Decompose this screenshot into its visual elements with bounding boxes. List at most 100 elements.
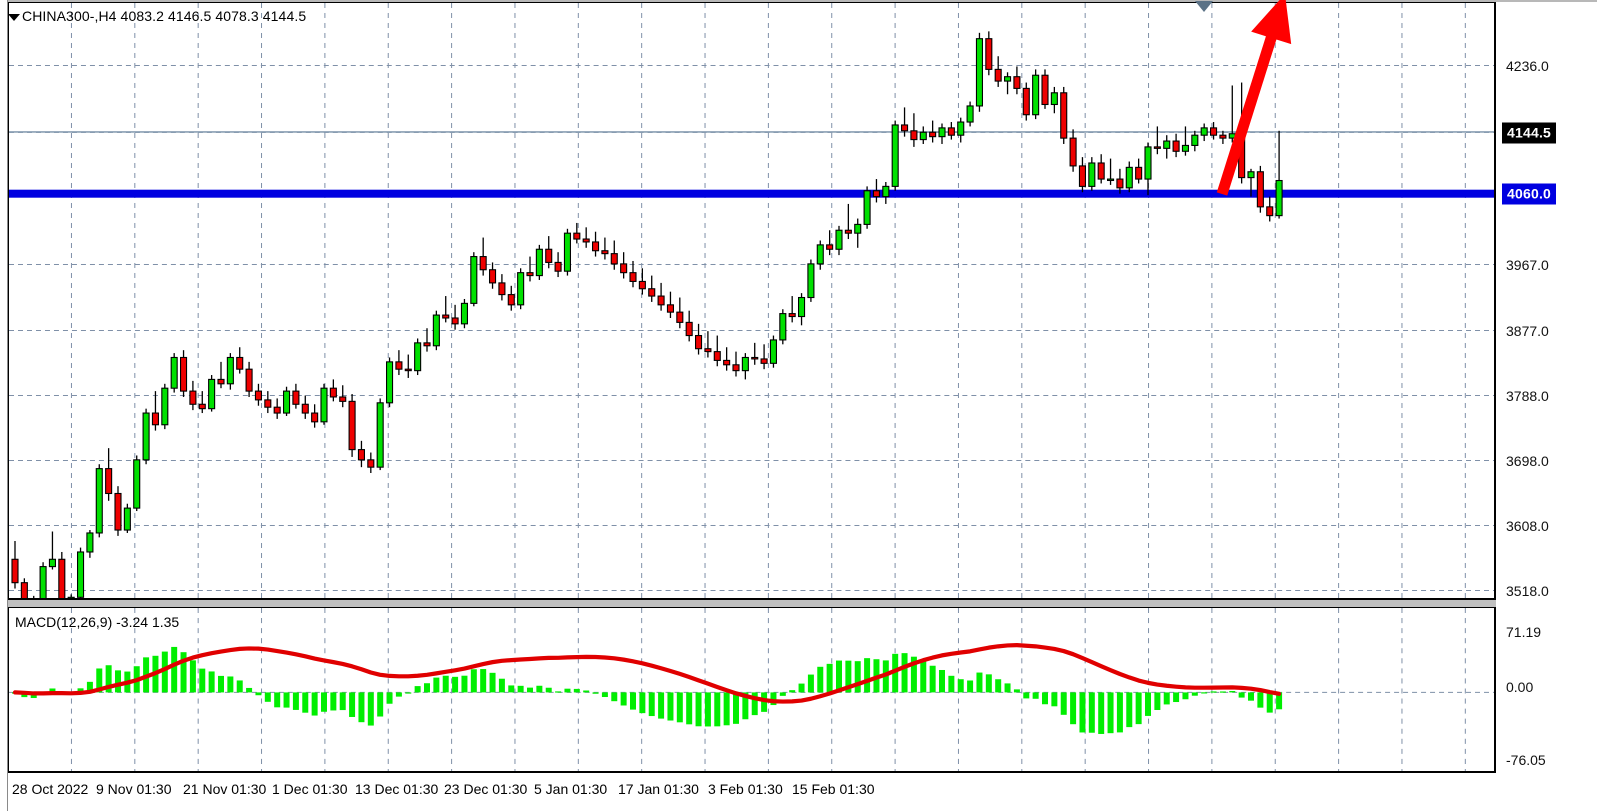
price-axis[interactable]: 4236.0 4144.5 4060.0 3967.0 3877.0 3788.0 3698… — [1500, 2, 1597, 599]
macd-histogram-bar — [227, 676, 234, 693]
candlestick — [835, 225, 843, 256]
candlestick — [67, 594, 75, 598]
candlestick — [1135, 158, 1143, 184]
macd-histogram-bar — [1079, 692, 1086, 733]
candlestick — [517, 268, 525, 310]
macd-histogram-bar — [311, 692, 318, 716]
macd-histogram-bar — [395, 692, 402, 697]
candlestick — [133, 455, 141, 512]
macd-histogram-bar — [1257, 692, 1264, 708]
macd-histogram-bar — [826, 663, 833, 693]
macd-histogram-bar — [1004, 683, 1011, 693]
macd-histogram-bar — [948, 675, 955, 693]
macd-histogram-bar — [733, 692, 739, 724]
candlestick — [863, 186, 871, 229]
macd-histogram-bar — [246, 687, 253, 693]
time-tick-label: 13 Dec 01:30 — [355, 781, 439, 797]
candlestick — [86, 530, 94, 558]
candlestick — [891, 120, 899, 191]
candlestick — [1144, 142, 1152, 196]
macd-histogram-bar — [611, 692, 618, 702]
macd-indicator-panel[interactable]: MACD(12,26,9) -3.24 1.35 — [8, 608, 1496, 772]
candlestick — [666, 291, 675, 318]
macd-histogram-bar — [583, 690, 590, 693]
candlestick — [245, 361, 253, 397]
macd-axis[interactable]: 71.19 0.00 -76.05 — [1500, 608, 1597, 772]
candlestick — [535, 244, 543, 280]
candlestick — [1256, 165, 1264, 213]
candlestick — [470, 252, 478, 307]
macd-histogram-bar — [1088, 692, 1095, 733]
candlestick — [264, 391, 272, 414]
macd-histogram-bar — [789, 690, 796, 693]
macd-histogram-bar — [86, 681, 93, 693]
candlestick — [1013, 66, 1021, 95]
macd-histogram-bar — [377, 692, 384, 717]
candlestick — [76, 547, 85, 598]
candlestick — [329, 379, 337, 402]
price-plot-area — [9, 3, 1494, 598]
macd-histogram-bar — [283, 692, 290, 708]
macd-histogram-bar — [1013, 689, 1020, 693]
price-chart-panel[interactable] — [8, 2, 1496, 599]
candlestick — [966, 101, 974, 127]
candlestick — [39, 562, 47, 598]
candlestick — [545, 236, 553, 269]
candlestick — [957, 117, 965, 143]
macd-histogram-bar — [648, 692, 655, 717]
time-tick-label: 5 Jan 01:30 — [534, 781, 608, 797]
triangle-down-icon[interactable] — [8, 14, 20, 21]
macd-histogram-bar — [274, 692, 281, 708]
time-tick-label: 21 Nov 01:30 — [183, 781, 267, 797]
candlestick — [1050, 86, 1058, 114]
time-tick-label: 17 Jan 01:30 — [618, 781, 699, 797]
candlestick — [563, 228, 572, 276]
macd-histogram-bar — [545, 687, 552, 693]
candlestick — [236, 347, 244, 374]
macd-histogram-bar — [489, 672, 496, 693]
candlestick — [1238, 82, 1246, 184]
macd-histogram-bar — [704, 692, 711, 727]
candlestick — [33, 595, 35, 598]
candlestick — [142, 408, 150, 465]
price-tick-label: 3788.0 — [1506, 388, 1549, 404]
candlestick — [105, 448, 113, 501]
macd-tick-label: 0.00 — [1506, 679, 1534, 695]
macd-histogram-bar — [1098, 692, 1105, 734]
macd-histogram-bar — [1238, 692, 1245, 698]
candlestick — [292, 383, 300, 409]
macd-histogram-bar — [1154, 692, 1161, 711]
candlestick — [488, 262, 497, 289]
macd-histogram-bar — [96, 668, 103, 693]
candlestick — [442, 296, 450, 323]
price-chart-header: CHINA300-,H4 4083.2 4146.5 4078.3 4144.5 — [22, 8, 307, 24]
candlestick — [217, 361, 225, 389]
macd-histogram-bar — [1107, 692, 1114, 734]
price-tick-label: 4236.0 — [1506, 58, 1549, 74]
candlestick — [179, 350, 188, 397]
candlestick — [713, 335, 721, 367]
macd-histogram-bar — [939, 669, 945, 693]
macd-histogram-bar — [358, 692, 365, 723]
macd-histogram-bar — [1201, 692, 1208, 694]
time-tick-label: 28 Oct 2022 — [12, 781, 89, 797]
candlestick — [985, 31, 993, 76]
macd-histogram-bar — [555, 691, 562, 693]
candlestick — [376, 398, 384, 471]
time-axis[interactable]: 28 Oct 2022 9 Nov 01:30 21 Nov 01:30 1 Dec … — [8, 772, 1496, 809]
macd-histogram-bar — [527, 687, 533, 693]
candlestick — [872, 179, 881, 203]
macd-histogram-bar — [330, 692, 337, 711]
candlestick — [676, 297, 684, 329]
macd-histogram-bar — [1042, 692, 1049, 705]
candlestick — [1060, 86, 1068, 144]
macd-histogram-bar — [817, 666, 824, 693]
support-price-badge: 4060.0 — [1502, 183, 1557, 205]
macd-histogram-bar — [517, 685, 524, 693]
macd-histogram-bar — [892, 653, 899, 693]
macd-histogram-bar — [1070, 692, 1077, 725]
macd-histogram-bar — [470, 669, 477, 693]
candlestick — [844, 203, 852, 240]
candlestick — [273, 398, 281, 419]
panel-divider[interactable] — [8, 599, 1496, 608]
